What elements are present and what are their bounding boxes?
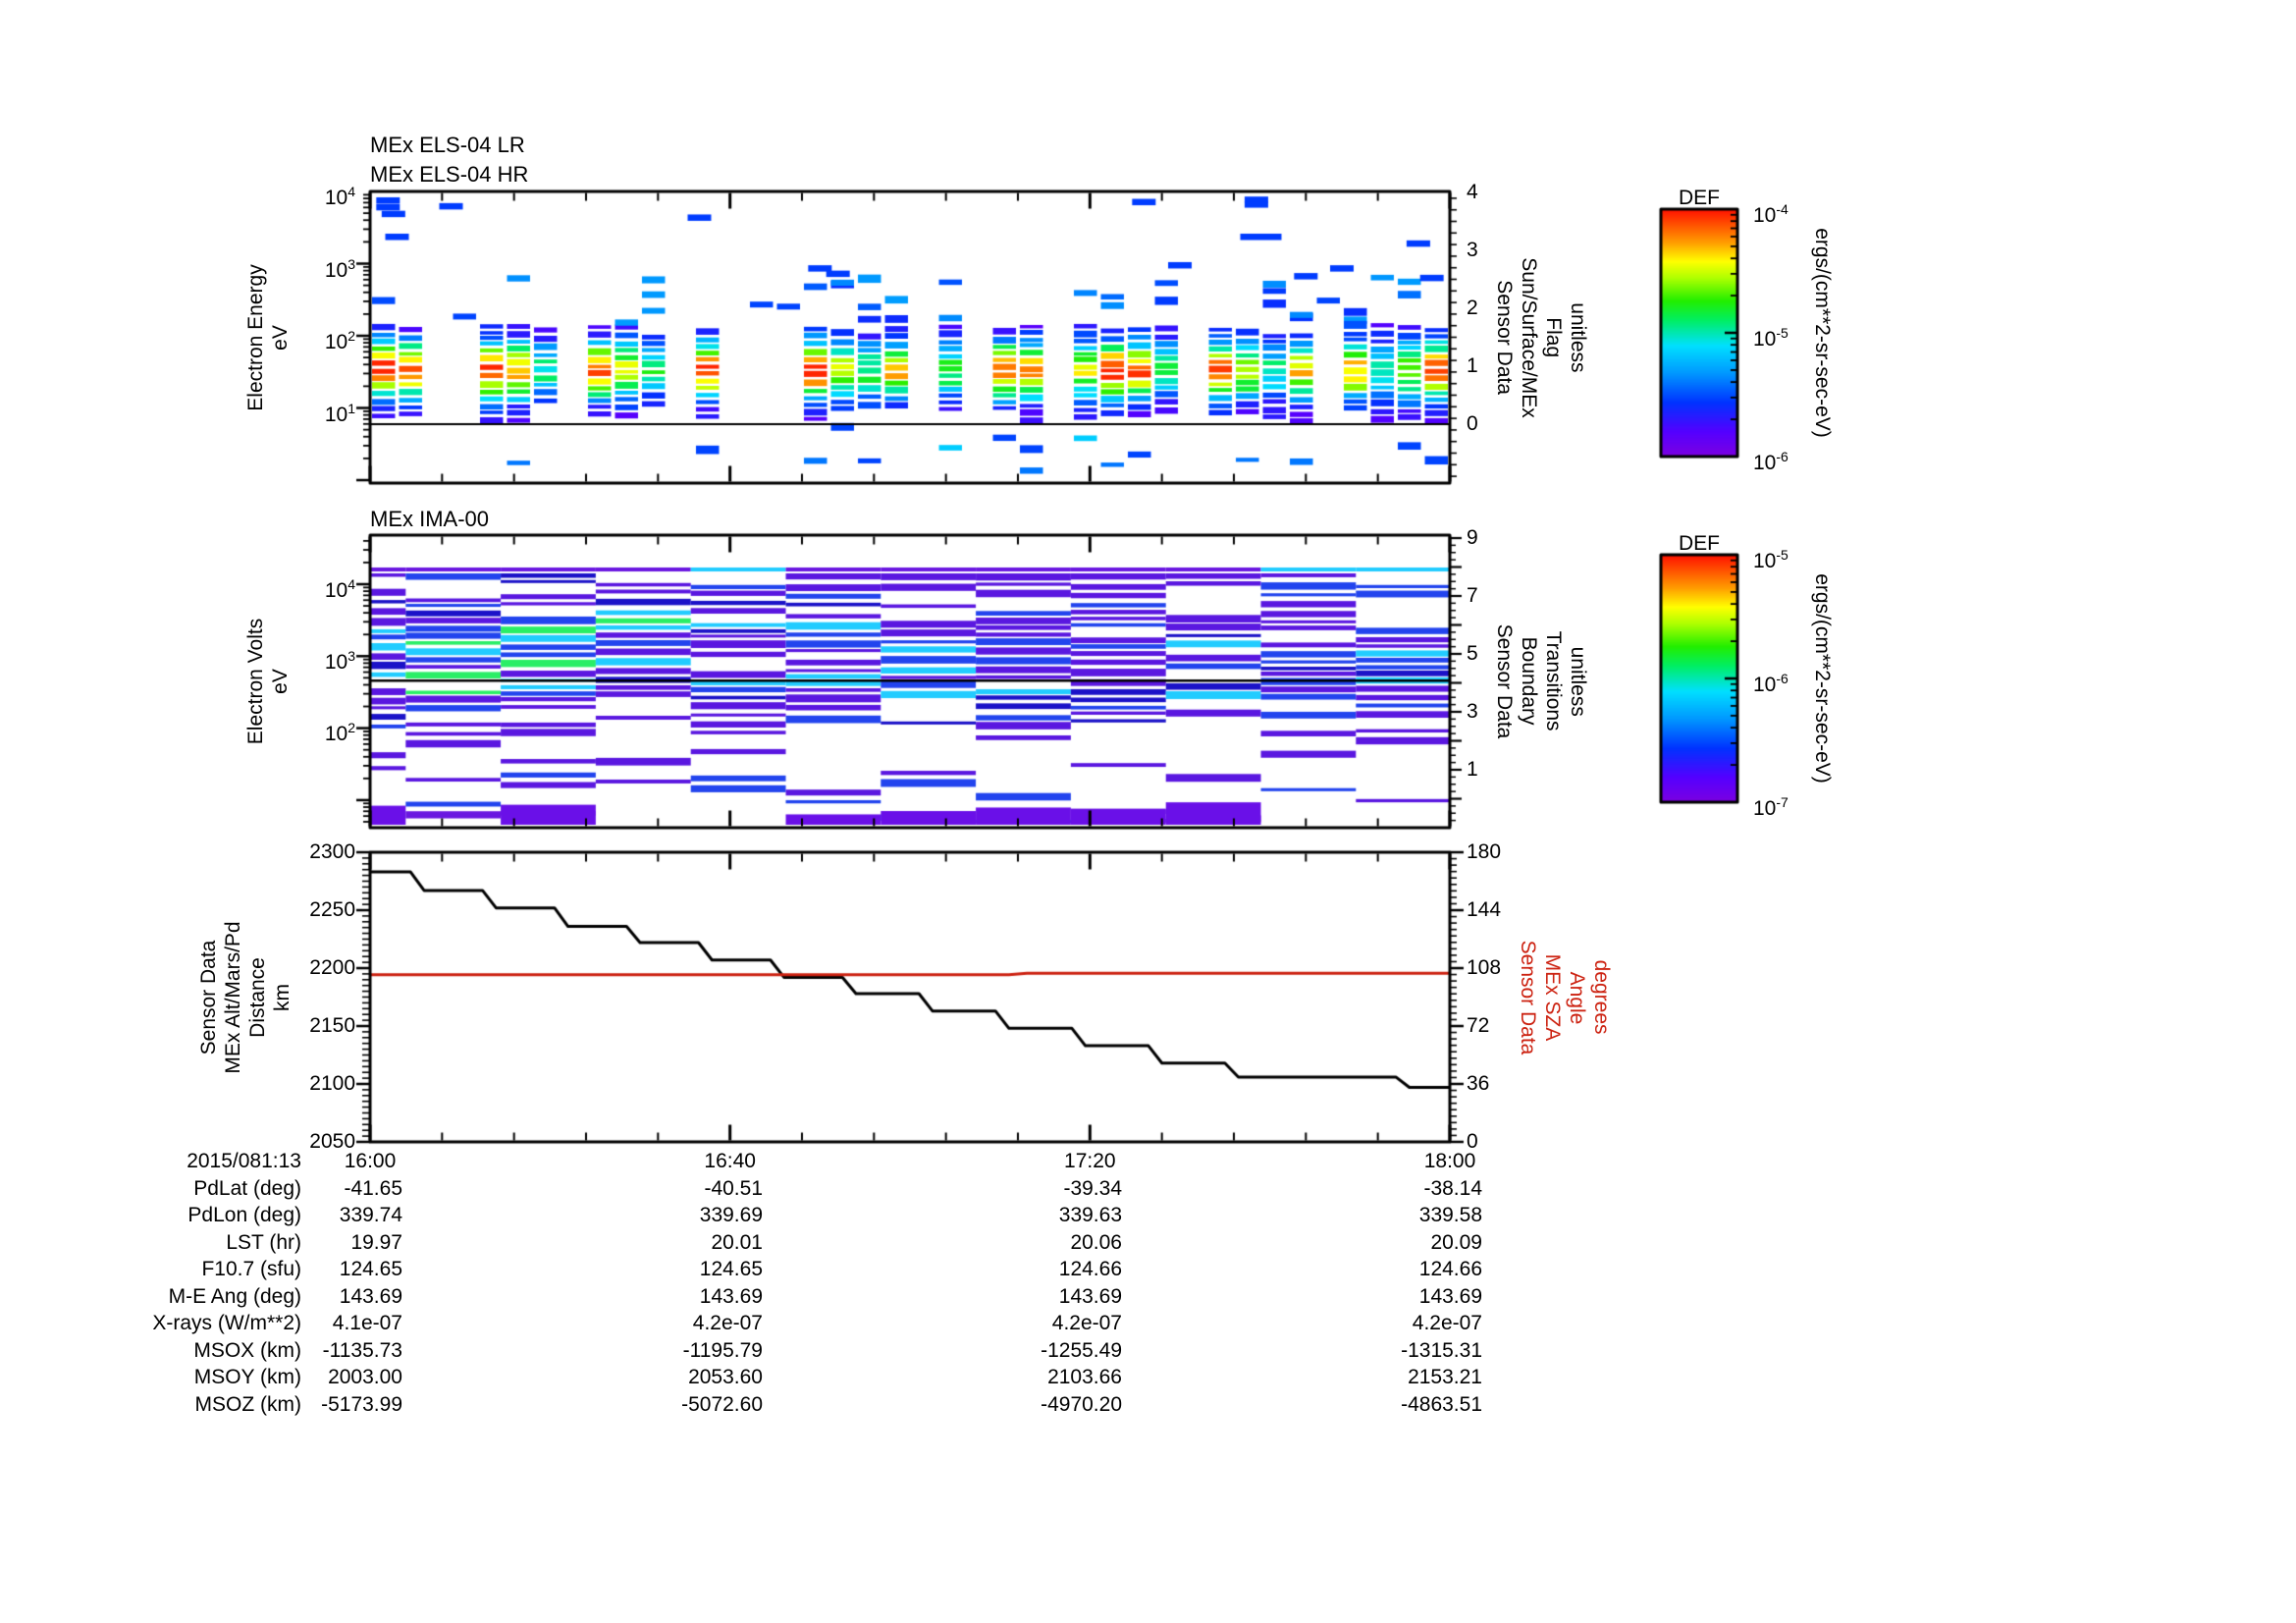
table-value: 124.66 bbox=[1418, 1258, 1482, 1280]
table-value: 143.69 bbox=[1058, 1284, 1122, 1308]
colorbar2-units-label: ergs/(cm**2-sr-sec-eV) bbox=[1811, 573, 1834, 784]
table-row-label: MSOZ (km) bbox=[194, 1392, 301, 1416]
els-right-tick-label: 1 bbox=[1467, 354, 1478, 377]
table-value: 4.1e-07 bbox=[332, 1312, 402, 1334]
els-title-lr: MEx ELS-04 LR bbox=[370, 133, 525, 157]
table-value: 124.65 bbox=[699, 1258, 763, 1280]
table-value: -1135.73 bbox=[322, 1338, 402, 1362]
alt-right-tick-label: 180 bbox=[1467, 840, 1502, 863]
colorbar2-tick-label: 10-5 bbox=[1753, 547, 1789, 572]
colorbar1-units-label: ergs/(cm**2-sr-sec-eV) bbox=[1811, 228, 1834, 438]
els-right-tick-label: 4 bbox=[1467, 181, 1478, 203]
table-value: 4.2e-07 bbox=[692, 1312, 763, 1334]
table-value: 20.01 bbox=[711, 1230, 763, 1254]
ima-ytick-label: 104 bbox=[324, 576, 355, 602]
table-value: 143.69 bbox=[699, 1284, 763, 1308]
alt-ytick-label: 2050 bbox=[309, 1130, 355, 1153]
table-value: 2003.00 bbox=[328, 1366, 402, 1388]
table-value: 4.2e-07 bbox=[1051, 1312, 1122, 1334]
els-title-hr: MEx ELS-04 HR bbox=[370, 162, 529, 187]
alt-y-axis-label: Sensor Data MEx Alt/Mars/Pd Distance km bbox=[197, 921, 294, 1074]
table-row-label: M-E Ang (deg) bbox=[168, 1284, 301, 1308]
colorbar2-tick-label: 10-6 bbox=[1753, 671, 1789, 696]
table-value: -5072.60 bbox=[681, 1392, 763, 1416]
els-ytick-label: 102 bbox=[324, 328, 355, 353]
table-value: 20.06 bbox=[1070, 1230, 1122, 1254]
colorbar1-tick-label: 10-6 bbox=[1753, 449, 1789, 474]
ima-ytick-label: 103 bbox=[324, 648, 355, 674]
ima-right-axis-label: Sensor Data Boundary Transitions unitless bbox=[1493, 623, 1589, 739]
els-right-axis-label: Sensor Data Sun/Surface/MEx Flag unitless bbox=[1493, 257, 1589, 418]
table-value: 339.63 bbox=[1058, 1204, 1122, 1226]
els-ytick-label: 104 bbox=[324, 184, 355, 209]
time-label: 18:00 bbox=[1423, 1150, 1476, 1172]
alt-ytick-label: 2150 bbox=[309, 1014, 355, 1037]
table-value: -41.65 bbox=[344, 1176, 402, 1200]
ima-right-tick-label: 9 bbox=[1467, 526, 1478, 549]
table-value: -1315.31 bbox=[1401, 1338, 1482, 1362]
table-row-label: MSOX (km) bbox=[193, 1338, 301, 1362]
time-label: 17:20 bbox=[1064, 1150, 1116, 1172]
alt-right-tick-label: 108 bbox=[1467, 956, 1502, 979]
table-value: 339.58 bbox=[1418, 1204, 1482, 1226]
alt-ytick-label: 2200 bbox=[309, 956, 355, 979]
table-row-label: PdLon (deg) bbox=[187, 1204, 301, 1226]
alt-ytick-label: 2100 bbox=[309, 1072, 355, 1095]
colorbar1-tick-label: 10-5 bbox=[1753, 325, 1789, 351]
table-value: -1195.79 bbox=[682, 1338, 763, 1362]
table-value: 339.74 bbox=[339, 1204, 402, 1226]
els-ytick-label: 103 bbox=[324, 255, 355, 282]
colorbar1-title: DEF bbox=[1679, 187, 1720, 209]
els-right-tick-label: 0 bbox=[1467, 412, 1478, 435]
table-row-label: X-rays (W/m**2) bbox=[152, 1312, 301, 1334]
table-row-label: F10.7 (sfu) bbox=[201, 1258, 301, 1280]
table-row-label: PdLat (deg) bbox=[193, 1176, 301, 1200]
alt-ytick-label: 2300 bbox=[309, 840, 355, 863]
colorbar2-tick-label: 10-7 bbox=[1753, 794, 1789, 820]
table-value: 143.69 bbox=[339, 1284, 402, 1308]
table-value: 2103.66 bbox=[1047, 1366, 1122, 1388]
table-row-label: LST (hr) bbox=[226, 1230, 301, 1254]
alt-right-tick-label: 144 bbox=[1467, 898, 1502, 921]
ima-right-tick-label: 7 bbox=[1467, 584, 1478, 607]
alt-right-tick-label: 36 bbox=[1467, 1072, 1490, 1095]
table-value: 19.97 bbox=[350, 1230, 402, 1254]
table-value: 339.69 bbox=[699, 1204, 763, 1226]
ima-title: MEx IMA-00 bbox=[370, 507, 490, 531]
els-right-tick-label: 2 bbox=[1467, 297, 1478, 319]
table-value: -4970.20 bbox=[1041, 1392, 1122, 1416]
time-label: 16:40 bbox=[704, 1150, 756, 1172]
ima-right-tick-label: 3 bbox=[1467, 700, 1478, 723]
table-value: -1255.49 bbox=[1041, 1338, 1122, 1362]
table-value: 124.65 bbox=[339, 1258, 402, 1280]
table-value: 2053.60 bbox=[688, 1366, 763, 1388]
els-right-tick-label: 3 bbox=[1467, 239, 1478, 261]
table-row-label: MSOY (km) bbox=[193, 1366, 301, 1388]
table-value: -39.34 bbox=[1063, 1176, 1122, 1200]
colorbar1-tick-label: 10-4 bbox=[1753, 201, 1789, 227]
table-value: -38.14 bbox=[1423, 1176, 1482, 1200]
ima-right-tick-label: 1 bbox=[1467, 758, 1478, 781]
ima-ytick-label: 102 bbox=[324, 720, 355, 745]
time-label: 16:00 bbox=[344, 1150, 397, 1172]
alt-ytick-label: 2250 bbox=[309, 898, 355, 921]
table-value: 20.09 bbox=[1430, 1230, 1482, 1254]
alt-right-tick-label: 72 bbox=[1467, 1014, 1490, 1037]
table-value: -5173.99 bbox=[321, 1392, 402, 1416]
colorbar2-title: DEF bbox=[1679, 532, 1720, 555]
sza-right-axis-label: Sensor Data MEx SZA Angle degrees bbox=[1517, 940, 1613, 1055]
ima-right-tick-label: 5 bbox=[1467, 642, 1478, 665]
table-value: 143.69 bbox=[1418, 1284, 1482, 1308]
table-value: 2153.21 bbox=[1408, 1366, 1482, 1388]
table-value: -4863.51 bbox=[1401, 1392, 1482, 1416]
table-value: 4.2e-07 bbox=[1412, 1312, 1482, 1334]
table-value: 124.66 bbox=[1058, 1258, 1122, 1280]
table-value: -40.51 bbox=[704, 1176, 763, 1200]
date-label: 2015/081:13 bbox=[187, 1150, 301, 1172]
alt-right-tick-label: 0 bbox=[1467, 1130, 1478, 1153]
els-ytick-label: 101 bbox=[324, 400, 355, 426]
